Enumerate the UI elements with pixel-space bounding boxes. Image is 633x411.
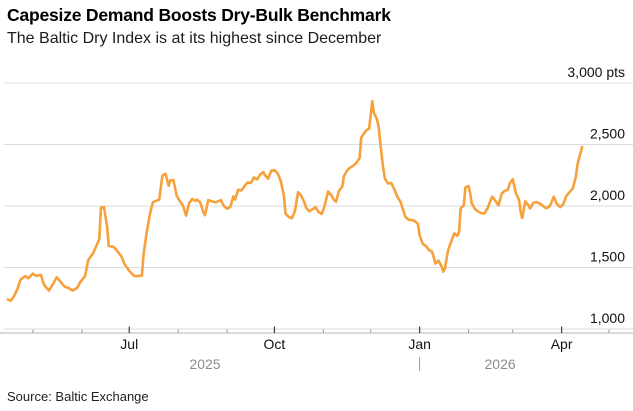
x-tick-label: Apr bbox=[551, 336, 573, 352]
year-label: 2025 bbox=[189, 356, 220, 372]
x-tick-label: Jul bbox=[120, 336, 138, 352]
source-note: Source: Baltic Exchange bbox=[7, 389, 149, 404]
year-label: 2026 bbox=[485, 356, 516, 372]
bdi-line-series bbox=[6, 99, 584, 302]
y-tick-label: 1,500 bbox=[590, 249, 625, 265]
x-tick-label: Jan bbox=[408, 336, 431, 352]
y-tick-label: 2,500 bbox=[590, 126, 625, 142]
y-tick-label: 1,000 bbox=[590, 310, 625, 326]
x-tick-label: Oct bbox=[264, 336, 286, 352]
chart-title: Capesize Demand Boosts Dry-Bulk Benchmar… bbox=[7, 5, 391, 25]
y-tick-label: 3,000 pts bbox=[567, 64, 625, 80]
chart-subtitle: The Baltic Dry Index is at its highest s… bbox=[7, 30, 382, 47]
y-tick-label: 2,000 bbox=[590, 187, 625, 203]
